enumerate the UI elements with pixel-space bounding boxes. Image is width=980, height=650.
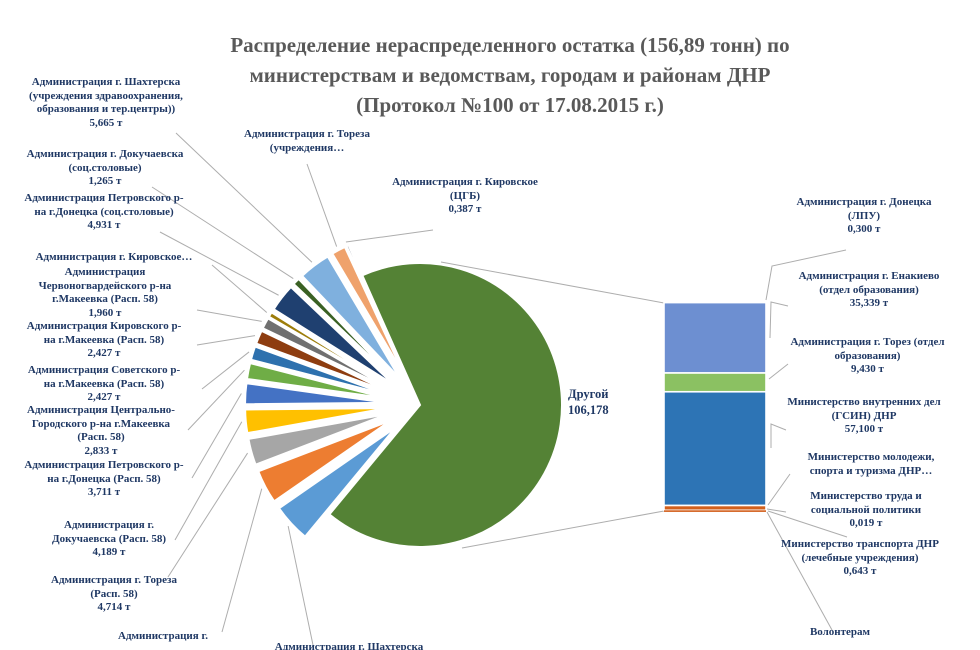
leader-line [768,363,789,380]
leader-line [175,132,313,263]
pie-slice [254,329,391,394]
leader-line [345,229,434,243]
leader-line [187,369,245,431]
pie-slice-label: Администрация г. Кировское (ЦГБ) 0,387 т [392,176,538,215]
pie-slice [277,426,397,539]
pie-slice-label: Администрация г. Тореза (Расп. 58) 4,714… [51,574,177,613]
pie-slice-label: Администрация г. Докучаевска (Расп. 58) … [52,519,166,558]
leader-line [201,351,250,390]
pie-slice-label: Администрация г. [118,630,208,642]
pie-slice [244,407,388,435]
bar-segment [663,372,767,393]
pie-slice-label: Администрация Петровского р- на г.Донецк… [24,192,184,231]
series-connector-line [440,261,665,304]
leader-line [167,452,248,578]
bar-segment-label: Министерство транспорта ДНР (лечебные уч… [781,538,939,577]
leader-line [196,309,262,322]
leader-line [221,488,263,633]
leader-line [174,421,243,541]
leader-line [287,525,314,646]
pie-slice [345,243,408,376]
pie-slice [247,412,389,467]
pie-slice-label: Администрация Кировского р- на г.Макеевк… [26,320,182,359]
bar-segment-label: Министерство молодежи, спорта и туризма … [807,451,935,477]
pie-slice [292,277,398,383]
bar-segment [664,510,766,512]
leader-line [196,335,256,346]
leader-line [211,264,268,313]
bar-segment-label: Министерство внутренних дел (ГСИН) ДНР 5… [787,396,941,435]
bar-segment [663,301,767,374]
pie-slice-label: Администрация г. Тореза (учреждения… [244,128,370,154]
leader-line [159,231,279,296]
pie-slice-label: Администрация Петровского р- на г.Донецк… [24,459,184,498]
bar-segment-label: Администрация г. Донецка (ЛПУ) 0,300 т [796,196,932,235]
pie-slice [300,255,401,380]
pie-slice-label: Администрация Центрально- Городского р-н… [27,404,175,457]
pie-slice-label: Администрация Червоногвардейского р-на г… [38,266,172,319]
series-connector-line [461,510,665,549]
leader-line [766,508,787,513]
bar-segment-label: Министерство труда и социальной политики… [810,490,922,529]
leader-line [767,473,791,506]
leader-line [767,510,848,538]
pie-slice [267,310,393,389]
leader-line [770,423,787,448]
pie-slice-label: Администрация г. Шахтерска (учреждения з… [29,76,183,129]
leader-line [769,301,789,339]
pie-slice-other [327,262,563,548]
pie-slice [330,245,406,377]
chart-title: Распределение нераспределенного остатка … [230,33,790,117]
pie-slice [272,285,395,386]
pie-slice-label: Администрация Советского р- на г.Макеевк… [27,364,181,403]
pie-slice-label: Администрация г. Шахтерска [274,641,424,650]
pie-slice [256,419,392,503]
pie-slice-label: Администрация г. Кировское… [35,251,193,263]
bar-segment-label: Администрация г. Енакиево (отдел образов… [798,270,940,309]
leader-line [306,163,338,247]
pie-slice-label: Администрация г. Докучаевска (соц.столов… [26,148,184,187]
bar-segment [663,504,767,512]
pie-slice [261,317,392,391]
pie-slice [245,361,388,400]
leader-line [191,393,242,479]
bar-segment-label: Администрация г. Торез (отдел образовани… [790,336,945,375]
bar-segment-label: Волонтерам [809,626,871,638]
leader-line [151,186,294,280]
pie-slice [244,382,388,406]
other-slice-label: Другой 106,178 [568,387,609,417]
leader-line [765,249,847,301]
pie-slice [249,345,389,397]
leader-line [766,511,833,631]
bar-segment [663,390,767,507]
